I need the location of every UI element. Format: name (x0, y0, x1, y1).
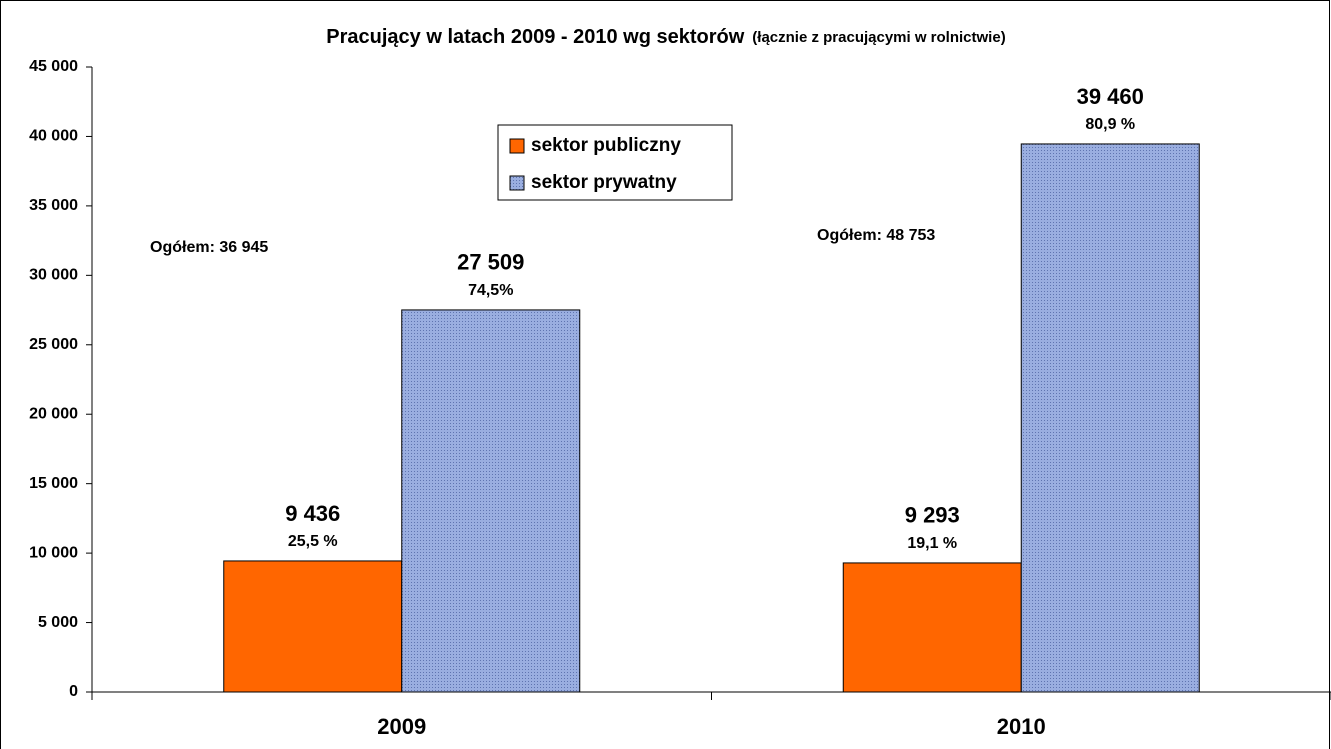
title: Pracujący w latach 2009 - 2010 wg sektor… (326, 26, 744, 48)
legend-swatch (509, 138, 525, 154)
x-tick-label: 2010 (997, 714, 1046, 739)
x-tick-label: 2009 (377, 714, 426, 739)
chart-title: Pracujący w latach 2009 - 2010 wg sektor… (326, 26, 1005, 48)
subtitle: (łącznie z pracującymi w rolnictwie) (752, 29, 1005, 46)
bar (1020, 143, 1200, 693)
value-label: 39 460 (1077, 84, 1144, 109)
y-tick-label: 10 000 (29, 544, 78, 561)
bar (842, 562, 1022, 693)
percent-label: 74,5% (468, 282, 513, 299)
y-tick-label: 15 000 (29, 475, 78, 492)
percent-label: 25,5 % (288, 533, 338, 550)
bar (223, 560, 403, 693)
annotation: Ogółem: 48 753 (817, 227, 935, 244)
value-label: 27 509 (457, 250, 524, 275)
value-label: 9 436 (285, 501, 340, 526)
value-label: 9 293 (905, 503, 960, 528)
annotation: Ogółem: 36 945 (150, 239, 268, 256)
y-tick-label: 30 000 (29, 267, 78, 284)
y-tick-label: 35 000 (29, 197, 78, 214)
y-tick-label: 0 (69, 683, 78, 700)
y-tick-label: 20 000 (29, 405, 78, 422)
percent-label: 19,1 % (907, 535, 957, 552)
y-tick-label: 40 000 (29, 128, 78, 145)
y-tick-label: 45 000 (29, 58, 78, 75)
percent-label: 80,9 % (1085, 116, 1135, 133)
legend-label: sektor prywatny (531, 172, 677, 193)
legend-swatch (509, 175, 525, 191)
legend-box (497, 124, 733, 201)
bar (401, 309, 581, 693)
legend-label: sektor publiczny (531, 135, 681, 156)
y-tick-label: 25 000 (29, 336, 78, 353)
y-tick-label: 5 000 (38, 614, 78, 631)
